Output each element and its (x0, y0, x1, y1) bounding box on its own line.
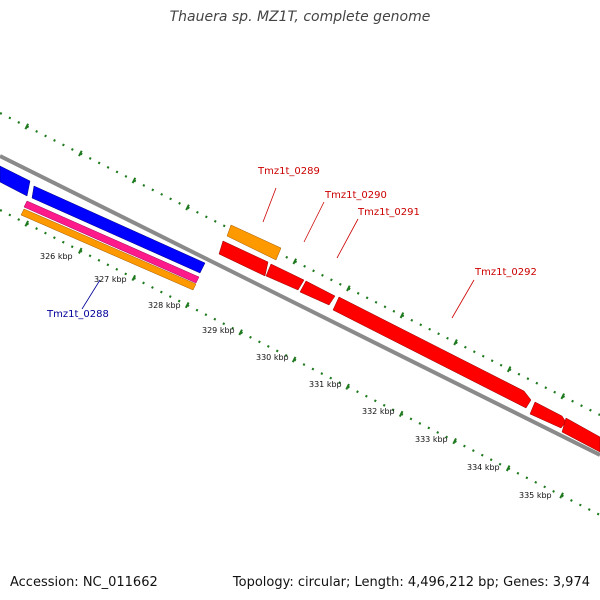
inner-major-ticks (24, 220, 564, 499)
accession-text: Accession: NC_011662 (10, 575, 158, 590)
ruler-label-330: 330 kbp (256, 353, 289, 362)
label-connectors (81, 187, 475, 319)
gene-label-tmz1t-0289[interactable]: Tmz1t_0289 (257, 166, 320, 177)
gene-label-tmz1t-0288[interactable]: Tmz1t_0288 (46, 309, 109, 320)
inner-major-tick-0 (24, 220, 29, 227)
gene-label-tmz1t-0291[interactable]: Tmz1t_0291 (357, 207, 420, 218)
gene-red-6[interactable] (529, 401, 567, 429)
gene-red-1[interactable] (218, 240, 269, 277)
outer-major-tick-3 (185, 204, 190, 211)
outer-major-tick-2 (131, 177, 137, 184)
outer-major-tick-10 (560, 393, 565, 400)
gene-orange-tmz1t-0289[interactable] (226, 224, 282, 261)
gene-label-tmz1t-0292[interactable]: Tmz1t_0292 (474, 267, 537, 278)
ruler-label-326: 326 kbp (40, 252, 73, 261)
inner-major-tick-4 (238, 329, 243, 336)
connector-0290 (303, 201, 325, 243)
inner-tick-ring (0, 209, 600, 516)
outer-major-tick-0 (24, 123, 29, 130)
outer-major-tick-8 (453, 339, 458, 346)
map-title: Thauera sp. MZ1T, complete genome (169, 9, 431, 25)
genome-summary-text: Topology: circular; Length: 4,496,212 bp… (232, 575, 590, 590)
inner-major-tick-8 (452, 437, 457, 445)
inner-dotted-line (0, 209, 600, 516)
feature-track (0, 165, 600, 453)
gene-label-tmz1t-0290[interactable]: Tmz1t_0290 (324, 190, 387, 201)
gene-blue-tmz1t-0288[interactable] (31, 185, 206, 274)
ruler-label-335: 335 kbp (519, 491, 552, 500)
gene-magenta[interactable] (23, 200, 200, 284)
outer-major-tick-9 (506, 366, 512, 373)
connector-0288 (81, 279, 101, 310)
ruler-label-334: 334 kbp (467, 463, 500, 472)
inner-major-tick-7 (398, 410, 404, 418)
inner-major-tick-6 (345, 383, 350, 390)
gene-blue-partial[interactable] (0, 165, 31, 197)
ruler-label-329: 329 kbp (202, 326, 235, 335)
genome-backbone (0, 154, 600, 457)
gene-orange-lower[interactable] (20, 208, 197, 291)
inner-major-tick-9 (505, 465, 511, 472)
ruler-label-328: 328 kbp (148, 301, 181, 310)
outer-major-ticks (24, 123, 565, 400)
connector-0289 (262, 187, 277, 223)
gene-red-tmz1t-0290[interactable] (265, 263, 305, 291)
inner-major-tick-5 (291, 356, 297, 363)
outer-major-tick-1 (78, 150, 83, 157)
gene-labels: Tmz1t_0289 Tmz1t_0290 Tmz1t_0291 Tmz1t_0… (46, 166, 537, 320)
ruler-label-331: 331 kbp (309, 380, 342, 389)
inner-major-tick-10 (559, 492, 564, 499)
connector-0291 (336, 218, 359, 259)
gene-red-tmz1t-0292[interactable] (332, 296, 532, 409)
ruler-labels: 326 kbp 327 kbp 328 kbp 329 kbp 330 kbp … (40, 252, 552, 500)
outer-major-tick-6 (346, 285, 351, 292)
ruler-label-327: 327 kbp (94, 275, 127, 284)
inner-major-tick-2 (131, 274, 136, 282)
outer-major-tick-5 (292, 258, 297, 265)
ruler-label-333: 333 kbp (415, 435, 448, 444)
gene-red-tmz1t-0291[interactable] (299, 280, 336, 306)
inner-major-tick-1 (78, 247, 83, 254)
outer-dotted-line (0, 112, 600, 416)
outer-major-tick-7 (399, 312, 405, 319)
connector-0292 (451, 279, 475, 319)
outer-tick-ring (0, 112, 600, 416)
gene-red-7[interactable] (561, 417, 600, 453)
ruler-label-332: 332 kbp (362, 407, 395, 416)
inner-major-tick-3 (184, 302, 190, 309)
